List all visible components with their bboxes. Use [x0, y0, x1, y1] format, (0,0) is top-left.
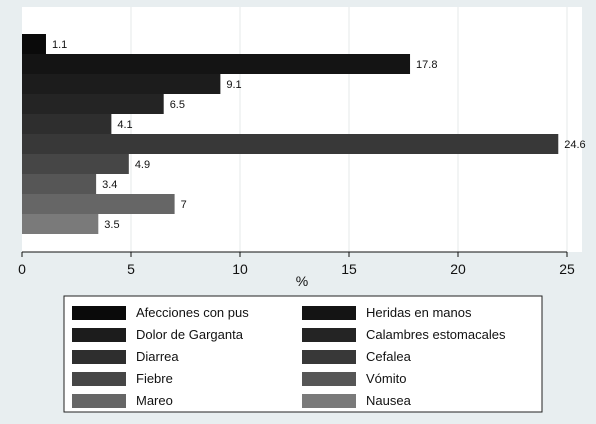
legend-swatch — [72, 372, 126, 386]
bar — [22, 114, 112, 134]
bar — [22, 54, 411, 74]
legend-label: Diarrea — [136, 349, 179, 364]
bar — [22, 214, 99, 234]
bar-value-label: 24.6 — [564, 139, 585, 151]
legend-swatch — [72, 306, 126, 320]
bar-value-label: 3.4 — [102, 179, 117, 191]
legend-label: Dolor de Garganta — [136, 327, 244, 342]
bar-value-label: 4.9 — [135, 159, 150, 171]
legend-label: Heridas en manos — [366, 305, 472, 320]
x-tick-label: 15 — [341, 261, 357, 277]
legend-swatch — [72, 394, 126, 408]
bar-value-label: 3.5 — [104, 219, 119, 231]
legend-swatch — [302, 394, 356, 408]
bar-value-label: 1.1 — [52, 39, 67, 51]
legend-label: Vómito — [366, 371, 406, 386]
legend-label: Mareo — [136, 393, 173, 408]
x-axis-title: % — [296, 273, 308, 289]
legend: Afecciones con pus Heridas en manos Dolor … — [72, 305, 506, 408]
bars: 1.1 17.8 9.1 6.5 4.1 24.6 4.9 3.4 7 3.5 — [22, 34, 586, 234]
bar-value-label: 6.5 — [170, 99, 185, 111]
legend-swatch — [302, 372, 356, 386]
x-tick-label: 10 — [232, 261, 248, 277]
legend-swatch — [302, 350, 356, 364]
bar — [22, 174, 97, 194]
bar — [22, 154, 129, 174]
bar-value-label: 4.1 — [117, 119, 132, 131]
legend-swatch — [302, 306, 356, 320]
legend-label: Calambres estomacales — [366, 327, 506, 342]
x-axis: 0 5 10 15 20 25 — [18, 251, 575, 277]
x-tick-label: 25 — [559, 261, 575, 277]
legend-label: Cefalea — [366, 349, 412, 364]
x-tick-label: 5 — [127, 261, 135, 277]
bar — [22, 94, 164, 114]
legend-swatch — [72, 328, 126, 342]
x-tick-label: 20 — [450, 261, 466, 277]
bar-value-label: 9.1 — [226, 79, 241, 91]
legend-label: Nausea — [366, 393, 412, 408]
x-tick-label: 0 — [18, 261, 26, 277]
legend-swatch — [72, 350, 126, 364]
bar-value-label: 7 — [181, 199, 187, 211]
bar — [22, 194, 175, 214]
bar — [22, 74, 221, 94]
bar — [22, 134, 559, 154]
legend-label: Fiebre — [136, 371, 173, 386]
bar — [22, 34, 46, 54]
legend-label: Afecciones con pus — [136, 305, 249, 320]
legend-swatch — [302, 328, 356, 342]
bar-value-label: 17.8 — [416, 59, 437, 71]
